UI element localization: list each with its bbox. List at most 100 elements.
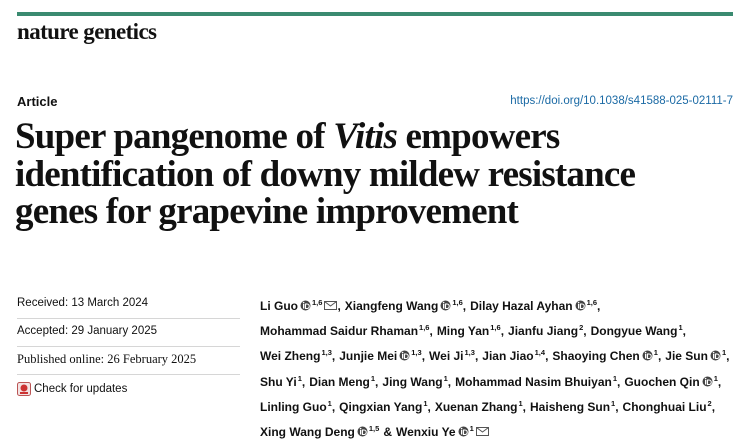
- author-name: Dian Meng: [309, 374, 370, 389]
- author: Ming Yan1,6,: [437, 323, 508, 339]
- affiliation: 1,3: [464, 348, 475, 358]
- author: Jie Sun 1,: [665, 348, 730, 364]
- orcid-icon: [440, 300, 451, 311]
- separator: ,: [717, 374, 722, 389]
- author-name: Jie Sun: [665, 349, 708, 364]
- separator: ,: [427, 399, 431, 414]
- author: Shaoying Chen 1,: [552, 348, 665, 364]
- separator: ,: [331, 349, 336, 364]
- affiliation: 1: [469, 424, 474, 434]
- author: Li Guo 1,6,: [260, 298, 345, 313]
- author-name: Mohammad Saidur Rhaman: [260, 324, 419, 339]
- author: Wenxiu Ye 1: [396, 424, 489, 439]
- article-meta: Received: 13 March 2024 Accepted: 29 Jan…: [17, 291, 240, 402]
- orcid-icon: [702, 376, 713, 387]
- author: Jianfu Jiang2,: [508, 323, 591, 339]
- separator: ,: [447, 374, 452, 389]
- title-line: genes for grapevine improvement: [15, 193, 635, 231]
- affiliation: 1: [612, 373, 617, 383]
- author-name: Jianfu Jiang: [508, 324, 579, 339]
- separator: ,: [474, 349, 479, 364]
- author-name: Dongyue Wang: [590, 324, 678, 339]
- separator: ,: [337, 299, 341, 313]
- orcid-icon: [575, 300, 586, 311]
- author-name: Junjie Mei: [339, 349, 398, 364]
- affiliation: 1: [518, 398, 523, 408]
- affiliation: 1,3: [321, 348, 332, 358]
- author-name: Shu Yi: [260, 374, 297, 389]
- separator: &: [383, 425, 392, 440]
- separator: ,: [301, 374, 306, 389]
- affiliation: 1: [443, 373, 448, 383]
- separator: ,: [657, 349, 662, 364]
- orcid-icon: [357, 426, 368, 437]
- author-line: Linling Guo1, Qingxian Yang1, Xuenan Zhang…: [260, 393, 729, 418]
- author-name: Linling Guo: [260, 399, 327, 414]
- title-line: identification of downy mildew resistanc…: [15, 153, 636, 195]
- top-bar: [17, 12, 733, 16]
- author: Chonghuai Liu2,: [622, 399, 716, 414]
- separator: ,: [500, 324, 505, 339]
- affiliation: 1,6: [490, 323, 501, 333]
- separator: ,: [421, 349, 426, 364]
- affiliation: 1: [653, 348, 658, 358]
- affiliation: 1: [721, 348, 727, 358]
- affiliation: 1: [297, 373, 302, 383]
- title-segment: empowers: [397, 116, 561, 157]
- separator: ,: [682, 324, 686, 339]
- author: Qingxian Yang1,: [339, 399, 435, 414]
- author-name: Jian Jiao: [482, 349, 534, 364]
- author-name: Xuenan Zhang: [434, 399, 518, 414]
- affiliation: 2: [579, 323, 584, 333]
- check-updates-icon: [17, 381, 31, 396]
- title-segment: Super pangenome of: [15, 116, 334, 157]
- separator: ,: [375, 374, 379, 389]
- separator: ,: [617, 374, 621, 389]
- author-line: Xing Wang Deng 1,5 & Wenxiu Ye 1: [260, 418, 729, 443]
- affiliation: 1,5: [368, 424, 380, 434]
- affiliation: 1: [678, 323, 683, 333]
- author: Wei Ji1,3,: [429, 348, 482, 364]
- article-title: Super pangenome of Vitis empowers identif…: [15, 118, 636, 231]
- affiliation: 1,6: [312, 298, 323, 307]
- affiliation: 1: [370, 373, 376, 383]
- article-type: Article: [17, 94, 58, 109]
- title-segment: genes for grapevine improvement: [15, 191, 519, 232]
- author-name: Chonghuai Liu: [622, 399, 707, 414]
- author-name: Qingxian Yang: [339, 399, 423, 414]
- author-name: Dilay Hazal Ayhan: [470, 299, 573, 313]
- separator: ,: [429, 324, 433, 339]
- author: Dilay Hazal Ayhan 1,6,: [470, 298, 600, 313]
- author: Dongyue Wang1,: [590, 323, 686, 339]
- author: Mohammad Saidur Rhaman1,6,: [260, 323, 437, 339]
- author: Dian Meng1,: [309, 373, 382, 389]
- separator: ,: [726, 349, 730, 364]
- orcid-icon: [710, 350, 721, 361]
- orcid-icon: [458, 426, 469, 437]
- orcid-icon: [300, 300, 311, 311]
- author: Xing Wang Deng 1,5 &: [260, 424, 396, 440]
- separator: ,: [583, 324, 587, 339]
- author: Xiangfeng Wang 1,6,: [344, 298, 470, 313]
- received-date: Received: 13 March 2024: [17, 291, 240, 319]
- author-name: Li Guo: [260, 299, 298, 313]
- author-line: Li Guo 1,6, Xiangfeng Wang 1,6, Dilay Hazal …: [260, 292, 729, 317]
- orcid-icon: [642, 350, 653, 361]
- affiliation: 1: [611, 398, 616, 408]
- title-segment: identification of downy mildew resistanc…: [15, 153, 636, 195]
- author-line: Shu Yi1, Dian Meng1, Jing Wang1, Mohammad N…: [260, 368, 729, 393]
- author: Jing Wang1,: [382, 373, 455, 389]
- author: Wei Zheng1,3,: [260, 348, 339, 364]
- affiliation: 1: [327, 398, 332, 408]
- author: Jian Jiao1,4,: [482, 348, 552, 364]
- author-name: Xiangfeng Wang: [344, 299, 439, 313]
- doi-link[interactable]: https://doi.org/10.1038/s41588-025-02111…: [510, 95, 733, 107]
- title-line: Super pangenome of Vitis empowers: [15, 118, 635, 156]
- affiliation: 1,6: [586, 298, 598, 307]
- email-icon: [324, 301, 338, 310]
- separator: ,: [331, 399, 336, 414]
- author-name: Wei Zheng: [260, 349, 321, 364]
- title-segment: Vitis: [333, 116, 398, 157]
- separator: ,: [615, 399, 619, 414]
- check-updates[interactable]: Check for updates: [17, 375, 240, 402]
